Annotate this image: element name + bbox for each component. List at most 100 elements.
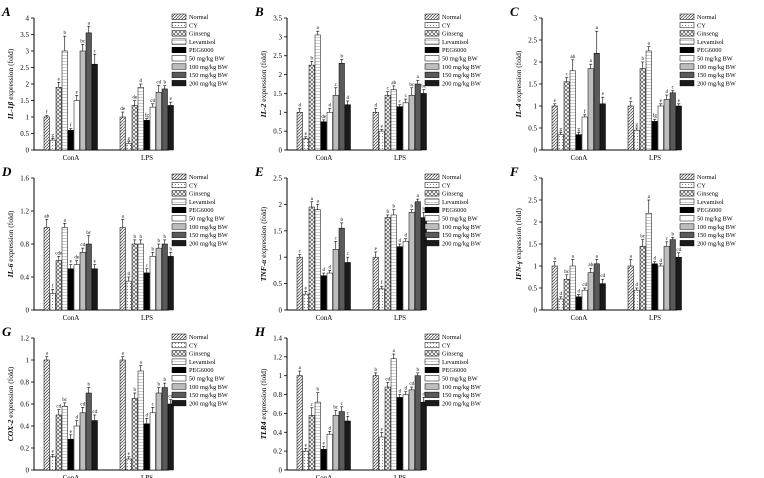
- bar-f-lps-7: [669, 239, 676, 311]
- significance-letter: d: [329, 104, 332, 109]
- bar-a-lps-0: [119, 116, 126, 151]
- y-tick-label: 1: [26, 357, 30, 365]
- bar-f-cona-1: [557, 298, 564, 311]
- legend-swatch: [424, 375, 440, 382]
- legend-label: Ginseng: [697, 31, 719, 38]
- panel-f: F 0 0.5 1 1.5 2 2.5 3 IFN-γ expression (fold) Con…: [509, 164, 736, 322]
- legend-swatch: [171, 391, 187, 398]
- significance-letter: e: [305, 443, 308, 448]
- significance-letter: a: [299, 366, 302, 371]
- bar-g-lps-2: [131, 398, 138, 471]
- significance-letter: a: [596, 254, 599, 259]
- significance-letter: b: [170, 247, 173, 252]
- bar-e-cona-3: [314, 209, 321, 311]
- y-tick-label: 0.5: [273, 128, 282, 136]
- significance-letter: b: [158, 383, 161, 388]
- legend-swatch: [171, 383, 187, 390]
- bar-b-cona-5: [326, 112, 333, 151]
- bar-c-lps-4: [651, 121, 658, 151]
- significance-letter: b: [393, 205, 396, 210]
- bar-b-lps-7: [414, 83, 421, 151]
- legend-swatch: [424, 80, 440, 87]
- bar-b-lps-5: [402, 102, 409, 151]
- significance-letter: e: [630, 97, 633, 102]
- significance-letter: e: [76, 91, 79, 96]
- legend-label: 200 mg/kg BW: [189, 80, 228, 87]
- y-tick-label: 1: [279, 372, 283, 380]
- y-axis-label: IL-1β expression (fold): [6, 48, 15, 120]
- bar-h-lps-8: [420, 401, 427, 471]
- legend-label: Levamisol: [189, 199, 216, 206]
- bar-g-cona-6: [79, 412, 86, 471]
- y-tick-label: 2: [279, 201, 283, 209]
- significance-letter: e: [52, 450, 55, 455]
- significance-letter: a: [317, 199, 320, 204]
- legend-swatch: [171, 342, 187, 349]
- legend-swatch: [171, 206, 187, 213]
- bar-b-lps-0: [372, 112, 379, 151]
- y-tick-label: 0.5: [273, 280, 282, 288]
- legend-swatch: [424, 358, 440, 365]
- legend-label: Levamisol: [697, 199, 724, 206]
- legend-label: 150 mg/kg BW: [189, 232, 228, 239]
- legend-swatch: [424, 400, 440, 407]
- bar-a-lps-3: [137, 87, 144, 151]
- significance-letter: ab: [570, 55, 575, 60]
- legend-swatch: [424, 391, 440, 398]
- significance-letter: bc: [421, 85, 427, 90]
- y-tick-label: 3: [26, 48, 30, 56]
- significance-letter: cd: [582, 283, 587, 288]
- legend-label: 100 mg/kg BW: [442, 224, 481, 231]
- bar-b-lps-6: [408, 95, 415, 151]
- legend-swatch: [171, 366, 187, 373]
- significance-letter: f: [381, 281, 383, 286]
- significance-letter: d: [636, 283, 639, 288]
- bar-c-lps-7: [669, 92, 676, 151]
- bar-h-cona-5: [326, 433, 333, 471]
- y-tick-label: 4: [26, 15, 30, 23]
- significance-letter: a: [554, 257, 557, 262]
- legend-label: Ginseng: [189, 191, 211, 198]
- bar-f-lps-2: [639, 245, 646, 311]
- significance-letter: cd: [168, 395, 173, 400]
- x-category-label: LPS: [394, 154, 406, 162]
- legend-label: 150 mg/kg BW: [697, 72, 736, 79]
- legend-swatch: [424, 46, 440, 53]
- bar-h-cona-8: [344, 420, 351, 471]
- bar-d-lps-8: [167, 256, 174, 311]
- significance-letter: f: [584, 110, 586, 115]
- bar-b-cona-4: [320, 121, 327, 151]
- y-tick-label: 1: [279, 109, 283, 117]
- bar-h-cona-2: [308, 415, 315, 471]
- bar-d-cona-8: [91, 268, 98, 311]
- legend-label: Normal: [442, 334, 461, 341]
- legend-swatch: [171, 182, 187, 189]
- significance-letter: cd: [385, 377, 390, 382]
- bar-e-lps-0: [372, 256, 379, 311]
- panel-c: C 0 0.5 1 1.5 2 2.5 3 IL-4 expression (fold) ConA…: [510, 4, 736, 162]
- y-tick-label: 0: [26, 307, 30, 315]
- bar-d-cona-7: [85, 243, 92, 311]
- bar-f-lps-1: [633, 289, 640, 311]
- significance-letter: cd: [600, 274, 605, 279]
- y-tick-label: 0.8: [20, 379, 29, 387]
- legend-swatch: [424, 333, 440, 340]
- significance-letter: a: [648, 195, 651, 200]
- bar-g-cona-3: [61, 405, 68, 471]
- bar-f-cona-8: [599, 283, 606, 311]
- legend-label: Levamisol: [442, 199, 469, 206]
- significance-letter: a: [317, 26, 320, 31]
- significance-letter: fg: [653, 114, 658, 119]
- significance-letter: d: [146, 413, 149, 418]
- bar-f-lps-3: [645, 212, 652, 311]
- x-category-label: ConA: [571, 314, 588, 322]
- y-axis-label-unit: expression (fold): [6, 366, 15, 419]
- bar-c-cona-0: [551, 105, 558, 151]
- significance-letter: a: [630, 254, 633, 259]
- bar-d-lps-0: [119, 227, 126, 311]
- bar-d-cona-5: [73, 264, 80, 311]
- significance-letter: a: [311, 197, 314, 202]
- legend-label: Normal: [442, 14, 461, 21]
- y-axis-label: TNF-α expression (fold): [259, 206, 268, 281]
- y-tick-label: 0.8: [273, 391, 282, 399]
